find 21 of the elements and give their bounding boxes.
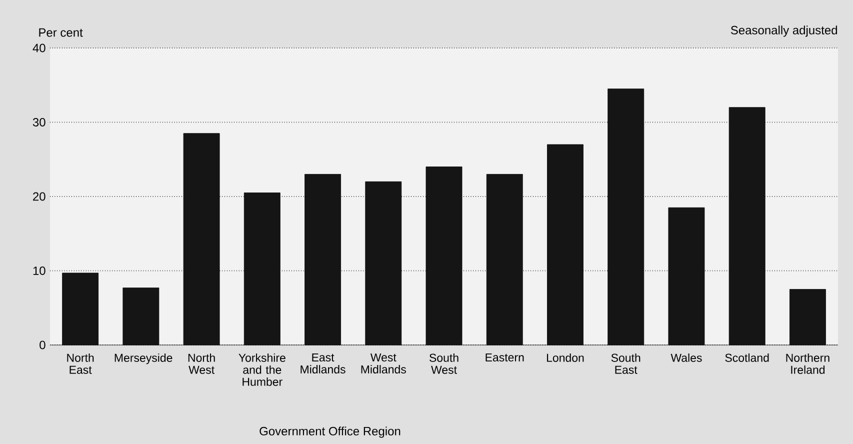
x-tick-label: Wales bbox=[670, 353, 702, 362]
x-tick-label: Eastern bbox=[486, 353, 524, 362]
x-tick-label: West Midlands bbox=[361, 353, 406, 374]
y-tick-label: 20 bbox=[33, 192, 46, 201]
x-tick-label: South East bbox=[611, 353, 640, 374]
x-tick-label: North East bbox=[67, 353, 94, 374]
x-tick-label: London bbox=[546, 353, 584, 362]
x-axis-title: Government Office Region bbox=[260, 426, 400, 438]
y-tick-label: 30 bbox=[32, 118, 46, 126]
text: Seasonally adjusted bbox=[730, 26, 838, 37]
x-tick-label: North West bbox=[188, 353, 215, 374]
x-tick-label: Northern Ireland bbox=[786, 353, 830, 374]
x-tick-label: East Midlands bbox=[300, 353, 346, 374]
x-tick-label: Yorkshire and the Humber bbox=[238, 353, 286, 386]
x-tick-label: Merseyside bbox=[114, 353, 172, 364]
x-tick-label: Scotland bbox=[725, 353, 769, 362]
x-tick-label: South West bbox=[430, 353, 458, 374]
y-tick-label: 40 bbox=[32, 44, 46, 52]
y-axis-title: Per cent bbox=[39, 28, 83, 37]
y-tick-label: 0 bbox=[40, 340, 46, 350]
y-tick-label: 10 bbox=[33, 266, 46, 275]
